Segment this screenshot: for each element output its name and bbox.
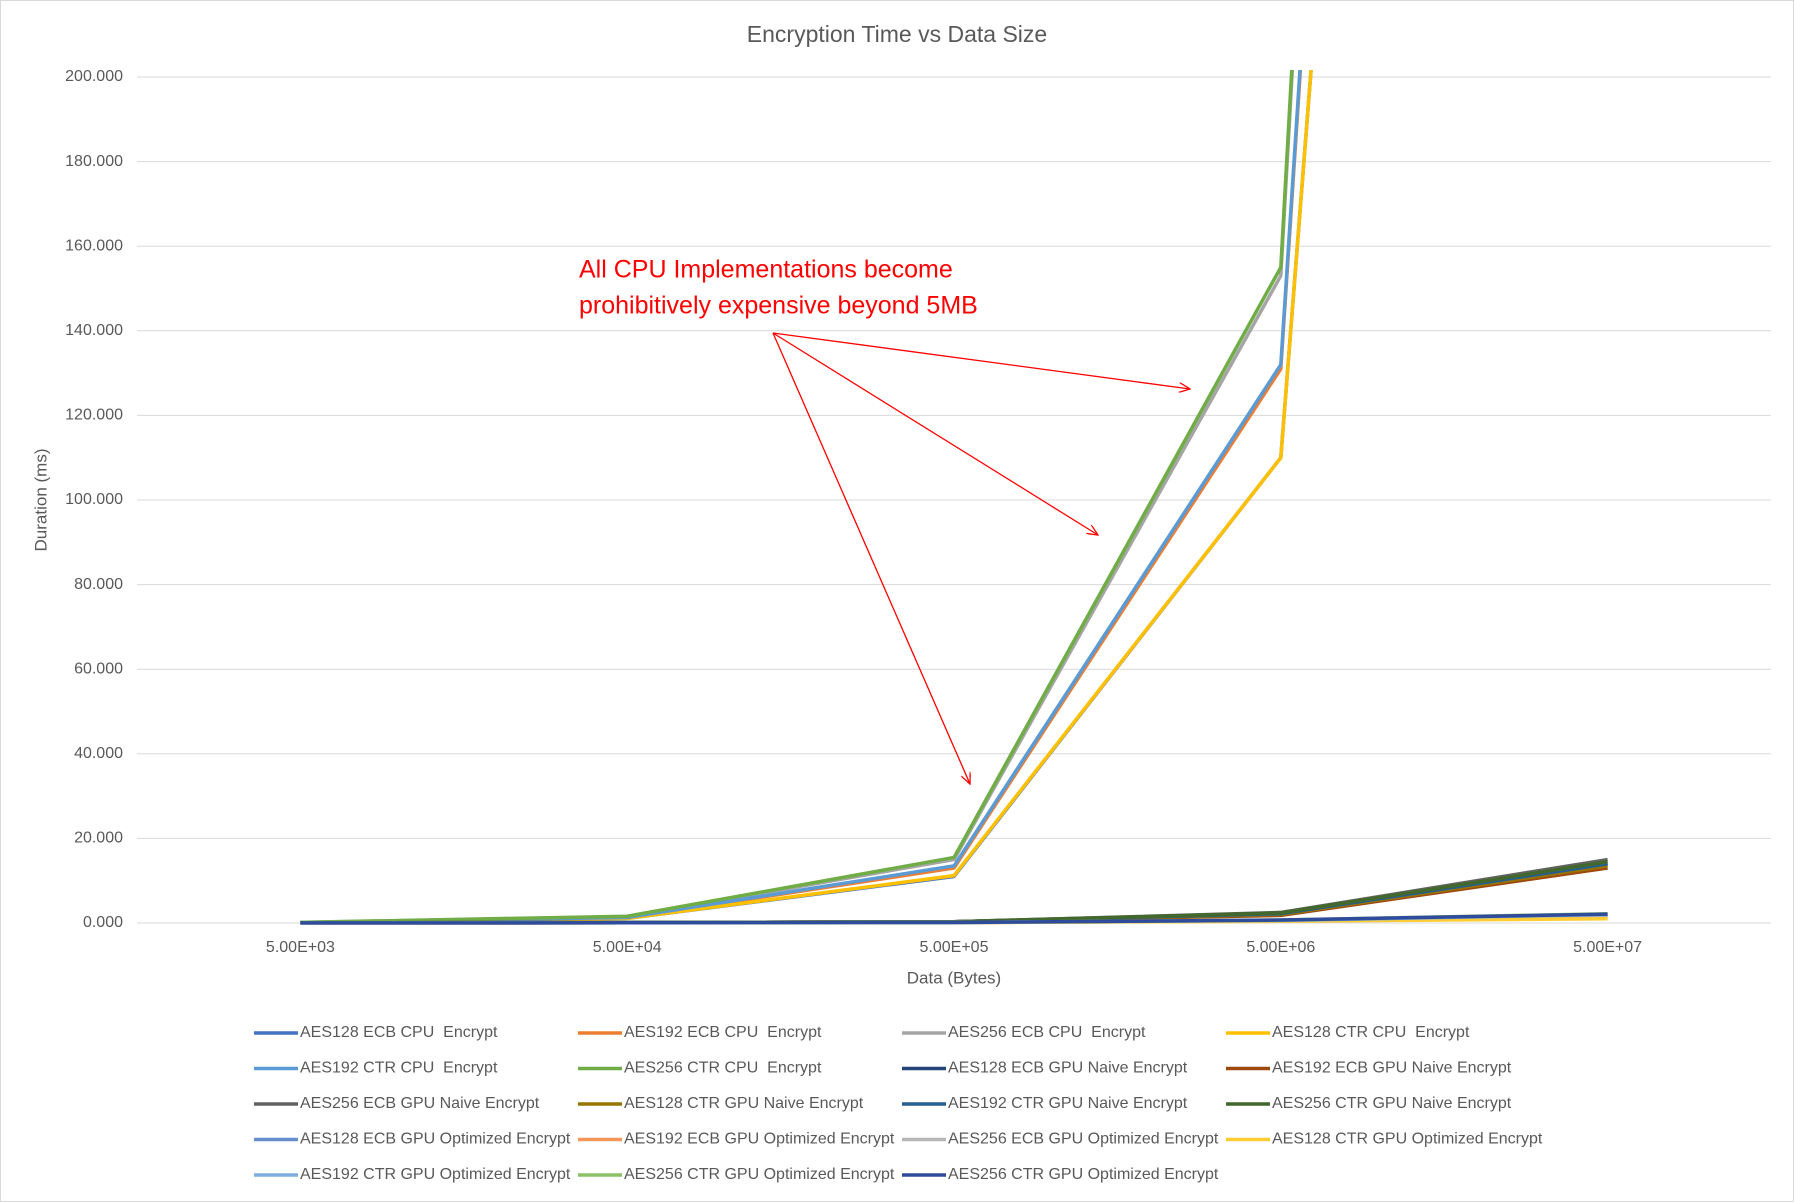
series-line (300, 912, 1608, 925)
legend-label: AES192 CTR GPU Optimized Encrypt (300, 1166, 571, 1183)
legend-label: AES256 ECB GPU Optimized Encrypt (948, 1131, 1219, 1148)
legend-label: AES256 CTR CPU Encrypt (624, 1060, 822, 1077)
chart-title: Encryption Time vs Data Size (747, 21, 1047, 47)
y-tick-label: 60.000 (74, 660, 123, 677)
x-tick-label: 5.00E+06 (1246, 939, 1315, 956)
x-tick-label: 5.00E+03 (266, 939, 335, 956)
annotation: All CPU Implementations become prohibitiv… (579, 256, 1190, 784)
y-tick-label: 20.000 (74, 830, 123, 847)
y-tick-label: 180.000 (65, 153, 123, 170)
y-tick-label: 40.000 (74, 745, 123, 762)
legend-label: AES128 ECB CPU Encrypt (300, 1024, 498, 1041)
legend-label: AES128 CTR GPU Naive Encrypt (624, 1095, 864, 1112)
plot-lines (300, 70, 1608, 925)
annotation-arrow (772, 332, 970, 784)
legend-label: AES192 CTR CPU Encrypt (300, 1060, 498, 1077)
x-tick-label: 5.00E+04 (593, 939, 662, 956)
legend-label: AES128 CTR GPU Optimized Encrypt (1272, 1131, 1543, 1148)
annotation-text: prohibitively expensive beyond 5MB (579, 292, 978, 320)
annotation-text: All CPU Implementations become (579, 256, 953, 284)
annotation-arrow (772, 332, 1098, 535)
legend-label: AES128 ECB GPU Optimized Encrypt (300, 1131, 571, 1148)
legend-label: AES256 CTR GPU Optimized Encrypt (624, 1166, 895, 1183)
y-axis-label: Duration (ms) (31, 449, 50, 552)
y-tick-label: 80.000 (74, 576, 123, 593)
series-line (300, 70, 1294, 925)
legend-label: AES192 CTR GPU Naive Encrypt (948, 1095, 1188, 1112)
y-tick-label: 140.000 (65, 322, 123, 339)
y-tick-label: 200.000 (65, 68, 123, 85)
legend-label: AES192 ECB GPU Optimized Encrypt (624, 1131, 895, 1148)
y-tick-label: 100.000 (65, 491, 123, 508)
legend-label: AES256 ECB CPU Encrypt (948, 1024, 1146, 1041)
legend-label: AES128 ECB GPU Naive Encrypt (948, 1060, 1188, 1077)
legend-label: AES128 CTR CPU Encrypt (1272, 1024, 1470, 1041)
annotation-arrow (772, 332, 1190, 389)
x-tick-label: 5.00E+07 (1573, 939, 1642, 956)
y-tick-label: 120.000 (65, 407, 123, 424)
legend-label: AES192 ECB GPU Naive Encrypt (1272, 1060, 1512, 1077)
grid: 0.000 20.000 40.000 60.000 80.000 100.000 120.… (65, 68, 1771, 956)
x-axis-label: Data (Bytes) (907, 968, 1001, 987)
legend-label: AES256 CTR GPU Naive Encrypt (1272, 1095, 1512, 1112)
y-tick-label: 0.000 (83, 914, 123, 931)
x-tick-label: 5.00E+05 (920, 939, 989, 956)
legend-label: AES256 ECB GPU Naive Encrypt (300, 1095, 540, 1112)
y-tick-label: 160.000 (65, 237, 123, 254)
legend: AES128 ECB CPU Encrypt AES192 ECB CPU Enc… (254, 1024, 1543, 1183)
legend-label: AES256 CTR GPU Optimized Encrypt (948, 1166, 1219, 1183)
legend-label: AES192 ECB CPU Encrypt (624, 1024, 822, 1041)
